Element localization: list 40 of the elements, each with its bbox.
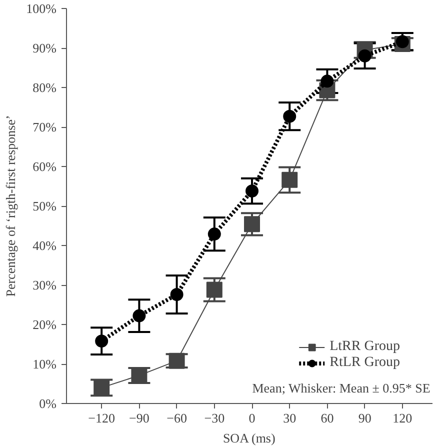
y-tick-label: 90% xyxy=(32,40,57,56)
x-tick-label: 90 xyxy=(358,410,372,426)
point xyxy=(246,184,259,198)
y-tick-label: 30% xyxy=(32,278,57,292)
point xyxy=(132,309,146,322)
x-tick-label: −30 xyxy=(204,410,225,426)
point xyxy=(208,228,221,241)
x-tick-label: 30 xyxy=(283,410,296,426)
point xyxy=(168,352,185,369)
point xyxy=(282,172,298,188)
x-tick-label: −60 xyxy=(166,410,187,426)
y-tick-label: 80% xyxy=(32,80,57,95)
x-tick-label: 120 xyxy=(392,410,412,426)
x-tick-label: −120 xyxy=(88,410,116,426)
y-tick-label: 20% xyxy=(32,317,57,332)
point xyxy=(283,110,296,123)
point xyxy=(244,216,260,232)
y-axis-title: Percentage of ‘rigth-first response’ xyxy=(3,115,18,297)
point xyxy=(95,334,108,348)
legend-label: LtRR Group xyxy=(330,339,400,355)
x-tick-label: −90 xyxy=(129,410,150,426)
point xyxy=(206,282,222,298)
y-tick-label: 40% xyxy=(32,238,57,253)
y-tick-label: 70% xyxy=(32,120,57,134)
y-tick-label: 0% xyxy=(39,396,57,411)
annotation: Mean; Whisker: Mean ± 0.95* SE xyxy=(252,380,430,396)
x-tick-label: 0 xyxy=(248,410,256,426)
point xyxy=(170,288,184,301)
point xyxy=(396,35,409,48)
y-tick-label: 60% xyxy=(32,159,57,174)
y-tick-label: 50% xyxy=(32,198,57,214)
point xyxy=(94,380,110,396)
x-axis-title: SOA (ms) xyxy=(222,430,276,446)
point xyxy=(131,367,148,384)
legend-label: RtLR Group xyxy=(330,355,400,371)
point xyxy=(358,49,372,62)
point xyxy=(320,74,334,88)
y-tick-label: 10% xyxy=(32,356,57,372)
x-tick-label: 60 xyxy=(320,410,334,426)
y-tick-label: 100% xyxy=(26,1,57,16)
